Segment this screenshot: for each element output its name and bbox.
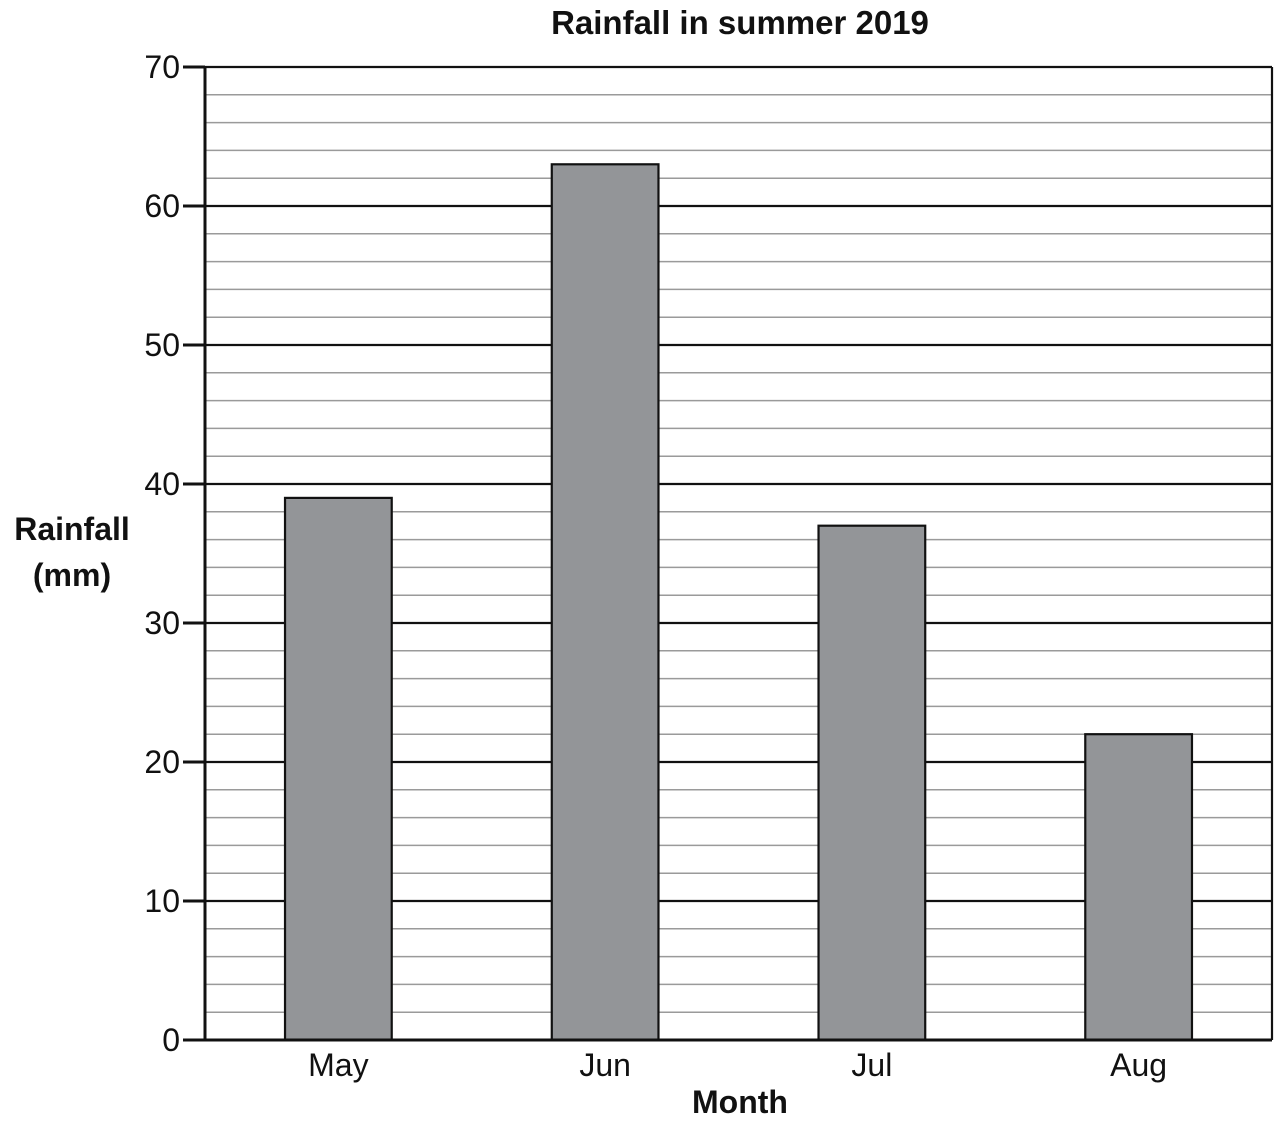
y-axis-label-line-2: (mm)	[33, 557, 111, 593]
y-tick-label: 20	[144, 744, 180, 780]
bar-may	[283, 496, 393, 1042]
y-tick-labels: 0 10 20 30 40 50 60 70	[144, 49, 205, 1058]
y-tick-label: 30	[144, 605, 180, 641]
y-tick-label: 0	[162, 1022, 180, 1058]
y-tick-label: 60	[144, 188, 180, 224]
x-tick-label: Jul	[851, 1047, 892, 1083]
x-tick-label: May	[308, 1047, 368, 1083]
x-axis-label: Month	[692, 1084, 788, 1120]
y-tick-label: 70	[144, 49, 180, 85]
x-tick-labels: May Jun Jul Aug	[308, 1047, 1167, 1083]
x-tick-label: Aug	[1110, 1047, 1167, 1083]
bars	[283, 163, 1194, 1042]
bar-aug	[1084, 733, 1194, 1042]
y-tick-label: 40	[144, 466, 180, 502]
y-axis-label-line-1: Rainfall	[14, 511, 130, 547]
y-tick-label: 50	[144, 327, 180, 363]
x-tick-label: Jun	[579, 1047, 631, 1083]
chart-title: Rainfall in summer 2019	[551, 4, 929, 41]
bar-jul	[817, 524, 927, 1042]
axes	[203, 67, 1272, 1042]
y-tick-label: 10	[144, 883, 180, 919]
bar-jun	[550, 163, 660, 1042]
